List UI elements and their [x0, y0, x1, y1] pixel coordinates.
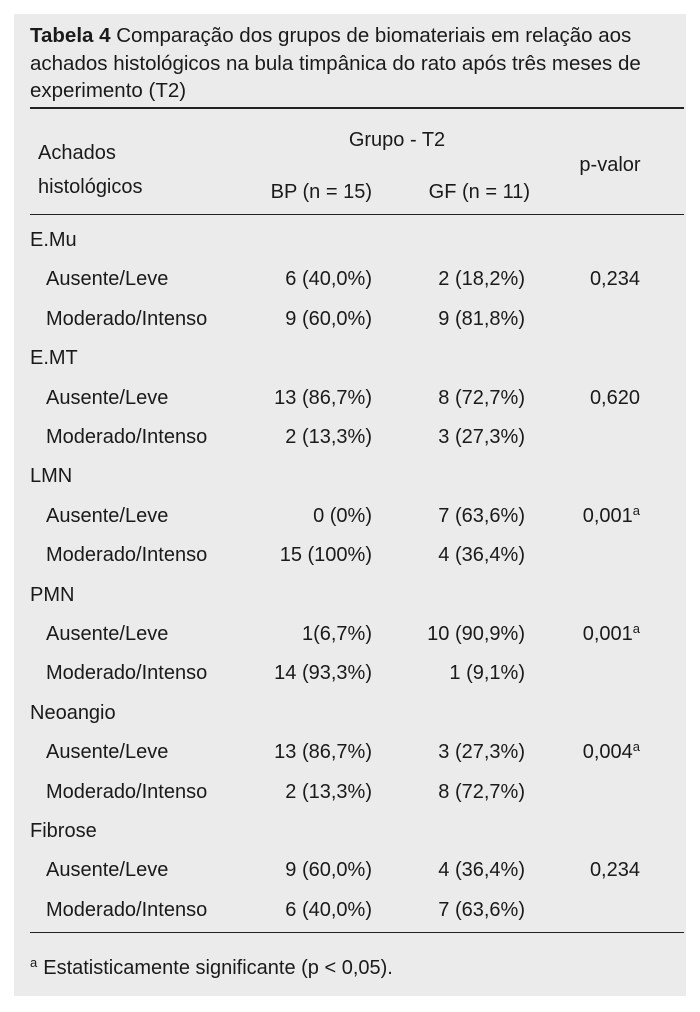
title: Tabela 4 Comparação dos grupos de biomat…: [30, 22, 670, 105]
cell: 7 (63,6%): [438, 504, 525, 527]
p-value-text: 0,001: [582, 504, 633, 527]
row-label: Ausente/Leve: [46, 623, 169, 645]
table-panel: Tabela 4 Comparação dos grupos de biomat…: [14, 14, 686, 996]
cell: 9 (60,0%): [285, 307, 372, 330]
row-label: Ausente/Leve: [46, 386, 169, 409]
cell: 3 (27,3%): [438, 426, 525, 448]
p-value: 0,004a: [540, 740, 640, 764]
group-name: PMN: [30, 583, 75, 606]
note-marker: a: [632, 621, 640, 636]
row-label: Ausente/Leve: [46, 741, 169, 764]
cell: 1 (9,1%): [449, 662, 525, 685]
cell: 7 (63,6%): [438, 898, 525, 921]
footnote-text: Estatisticamente significante (p < 0,05)…: [43, 957, 393, 980]
column-header: BP (n = 15): [270, 181, 372, 203]
row-label: Ausente/Leve: [46, 859, 169, 882]
cell: 2 (13,3%): [285, 780, 372, 803]
row-label: Ausente/Leve: [46, 504, 169, 527]
cell: 2 (18,2%): [438, 268, 525, 291]
cell: 1(6,7%): [301, 623, 372, 645]
p-value-text: 0,001: [582, 623, 633, 645]
cell: 13 (86,7%): [274, 741, 372, 764]
p-value: 0,620: [540, 386, 640, 410]
cell: 8 (72,7%): [438, 386, 525, 409]
p-value: 0,234: [540, 267, 640, 291]
cell: 4 (36,4%): [438, 544, 525, 567]
group-name: LMN: [30, 465, 73, 488]
row-label: Moderado/Intenso: [46, 662, 208, 685]
note-marker: a: [632, 502, 640, 518]
column-header: GF (n = 11): [428, 181, 530, 203]
p-value-text: 0,234: [589, 859, 640, 882]
cell: 4 (36,4%): [438, 859, 525, 882]
p-value-text: 0,234: [589, 268, 640, 291]
cell: 2 (13,3%): [285, 426, 372, 448]
cell: 9 (60,0%): [285, 859, 372, 882]
header-rule: [30, 214, 684, 215]
p-value: 0,234: [540, 858, 640, 882]
note-marker: a: [632, 739, 640, 755]
footnote: a Estatisticamente significante (p < 0,05…: [30, 956, 393, 980]
row-label: Moderado/Intenso: [46, 307, 208, 330]
row-label: Moderado/Intenso: [46, 898, 208, 921]
cell: 13 (86,7%): [274, 386, 372, 409]
group-name: E.Mu: [30, 229, 77, 251]
row-label: Moderado/Intenso: [46, 544, 208, 567]
group-name: Neoangio: [30, 701, 116, 724]
cell: 6 (40,0%): [285, 268, 372, 291]
cell: 3 (27,3%): [438, 741, 525, 764]
group-name: Fibrose: [30, 820, 97, 842]
footnote-marker: a: [30, 955, 38, 971]
title-text: Comparação dos grupos de biomateriais em…: [30, 24, 641, 102]
top-rule: [30, 107, 684, 109]
title-label: Tabela 4: [30, 24, 111, 47]
cell: 10 (90,9%): [427, 623, 525, 645]
cell: 14 (93,3%): [274, 662, 372, 685]
cell: 15 (100%): [279, 544, 372, 567]
p-value-text: 0,004: [582, 741, 633, 764]
bottom-rule: [30, 932, 684, 934]
group-name: E.MT: [30, 347, 78, 370]
row-label: Moderado/Intenso: [46, 426, 208, 448]
p-header: p-valor: [579, 154, 641, 176]
p-value-text: 0,620: [589, 386, 640, 409]
group-header: Grupo - T2: [348, 129, 446, 151]
cell: 6 (40,0%): [285, 898, 372, 921]
row-label-header: Achados histológicos: [38, 142, 143, 198]
cell: 9 (81,8%): [438, 307, 525, 330]
p-value: 0,001a: [540, 504, 640, 528]
row-label: Moderado/Intenso: [46, 780, 208, 803]
cell: 0 (0%): [313, 504, 372, 527]
cell: 8 (72,7%): [438, 780, 525, 803]
row-label: Ausente/Leve: [46, 268, 169, 291]
p-value: 0,001a: [540, 622, 640, 646]
